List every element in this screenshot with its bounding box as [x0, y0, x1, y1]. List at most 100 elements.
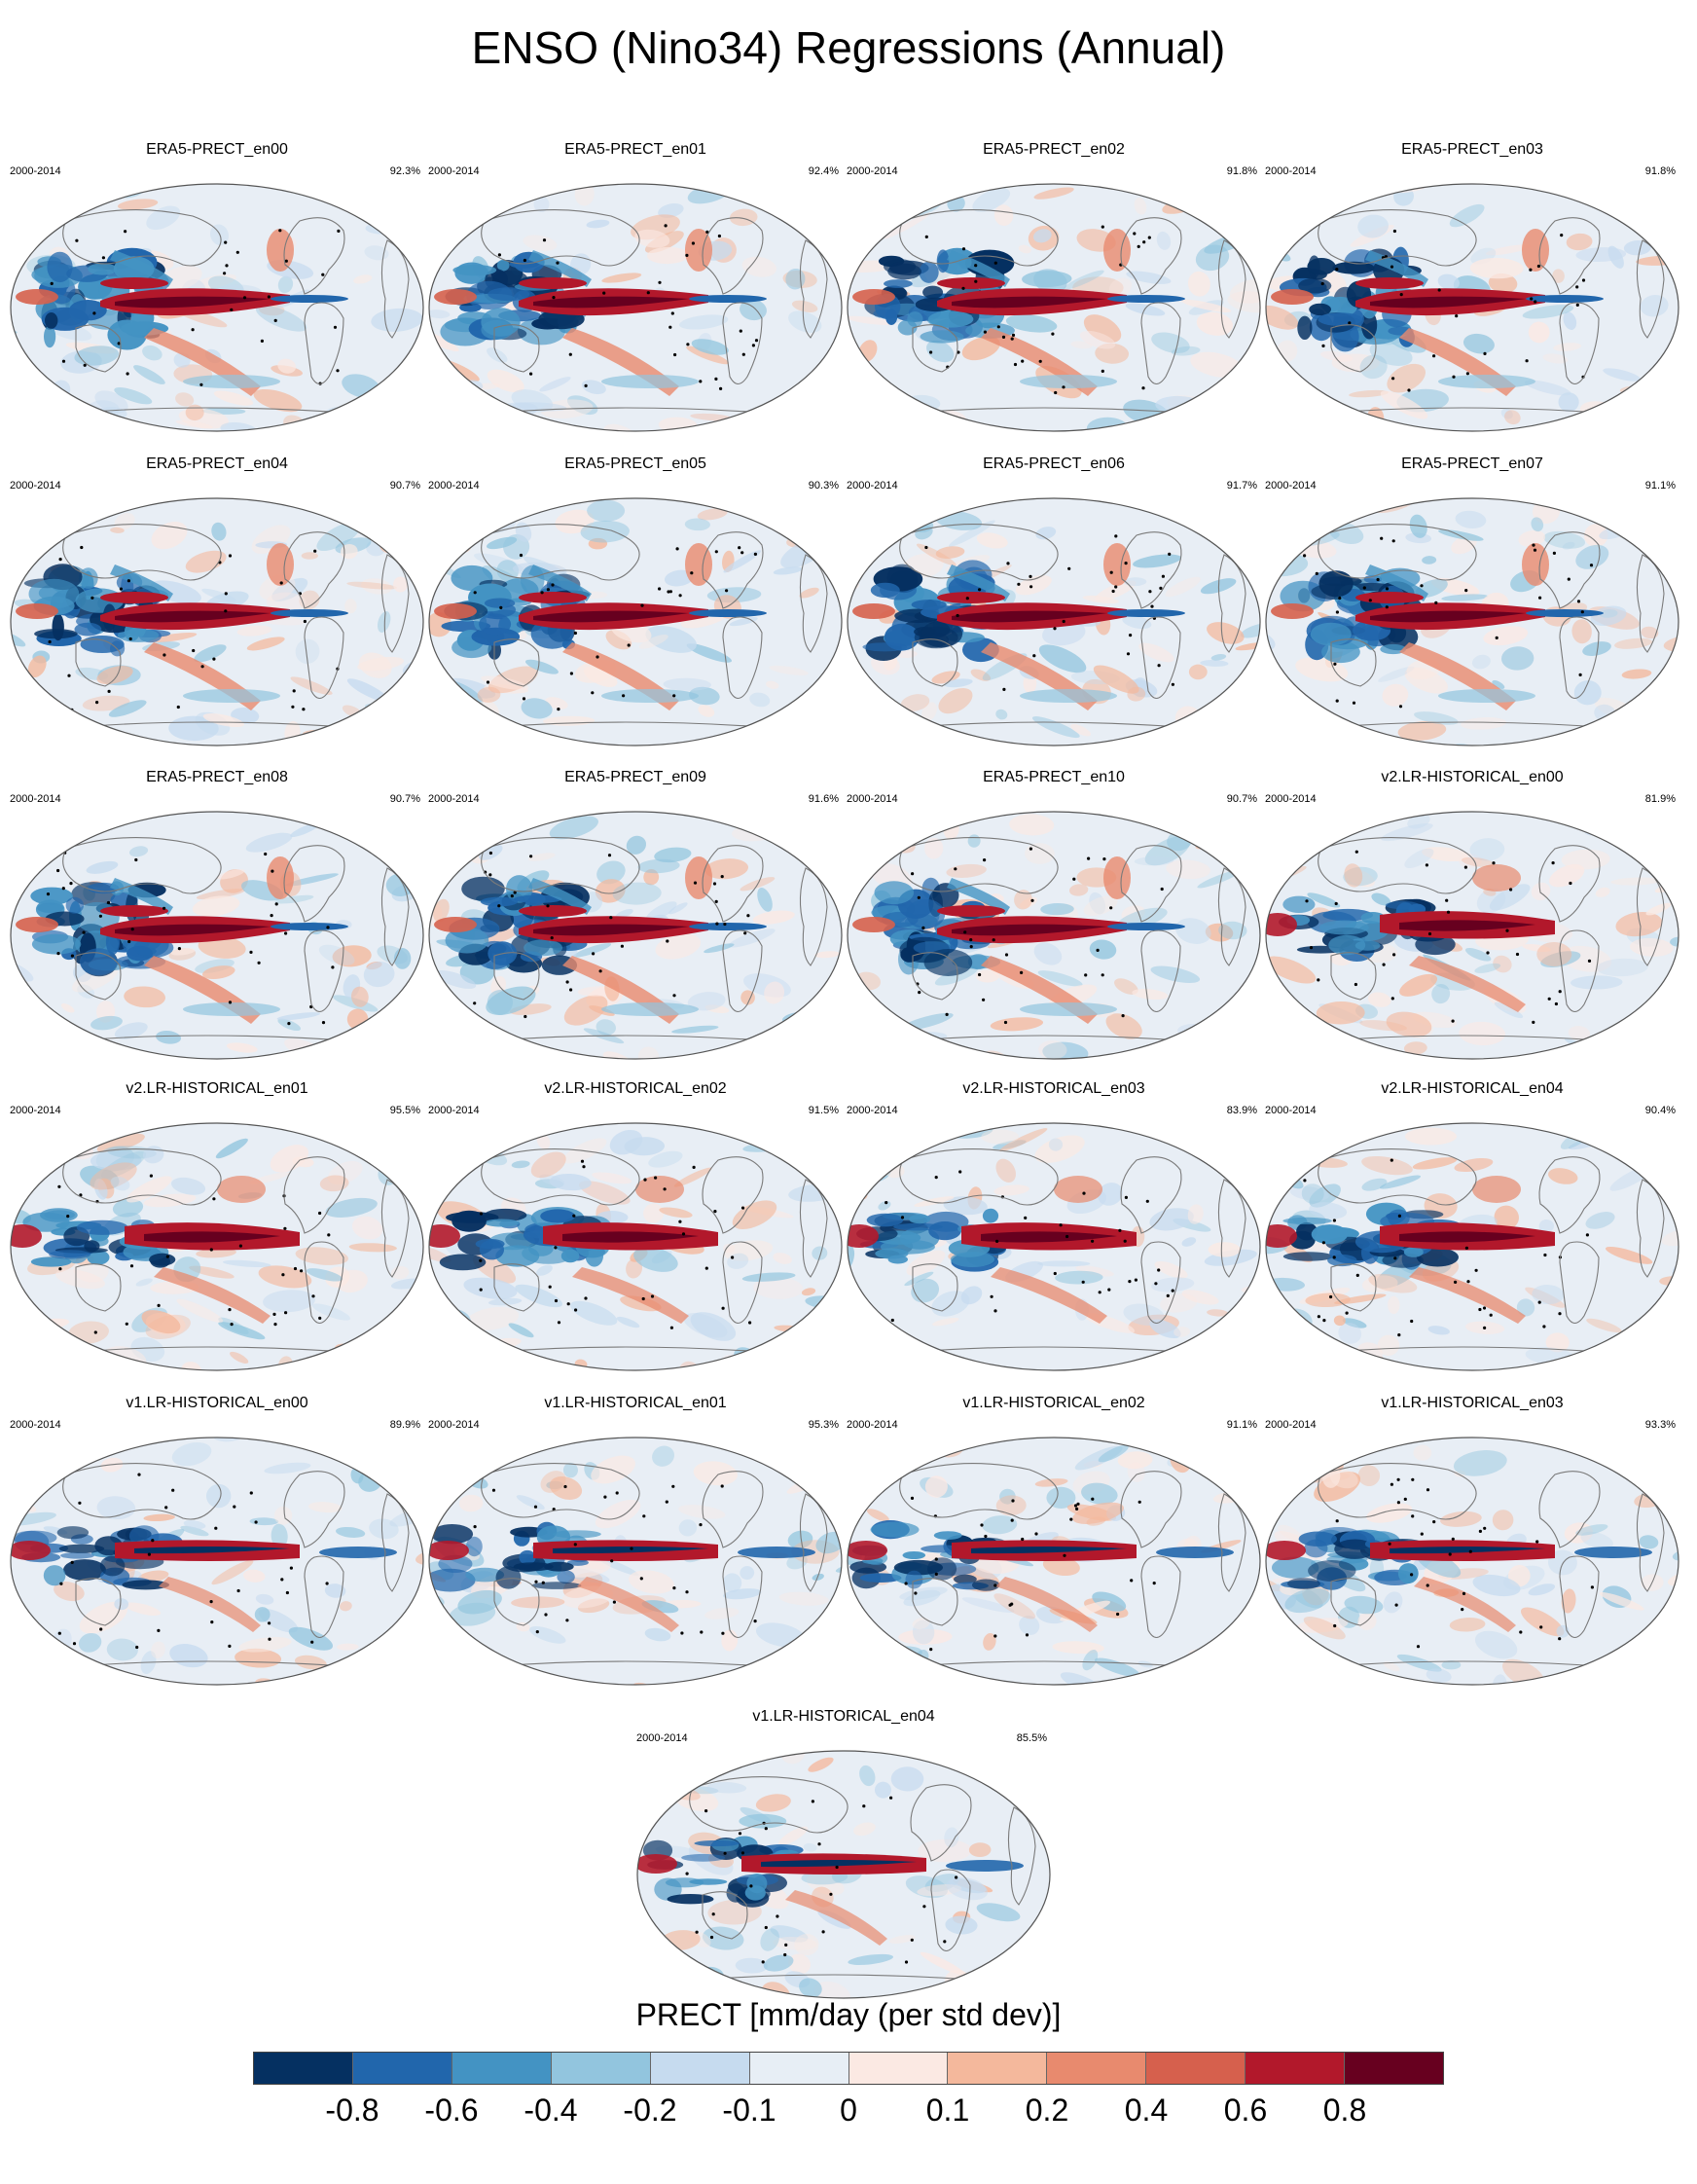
regression-map	[1265, 1122, 1679, 1371]
panel-title: v1.LR-HISTORICAL_en01	[544, 1395, 727, 1411]
regression-map	[1265, 497, 1679, 746]
regression-map	[10, 1122, 424, 1371]
panel-title: ERA5-PRECT_en05	[564, 455, 706, 472]
map-panel: ERA5-PRECT_en06 2000-2014 91.7%	[845, 455, 1263, 747]
panel-percentage: 90.7%	[389, 480, 420, 491]
colorbar-swatch	[352, 2053, 452, 2084]
panel-years: 2000-2014	[428, 793, 480, 805]
panel-percentage: 90.7%	[389, 793, 420, 805]
panel-percentage: 91.6%	[808, 793, 839, 805]
regression-map	[1265, 183, 1679, 432]
map-panel: v2.LR-HISTORICAL_en01 2000-2014 95.5%	[8, 1080, 426, 1372]
panel-percentage: 92.3%	[389, 165, 420, 177]
panel-percentage: 85.5%	[1016, 1732, 1047, 1744]
panel-years: 2000-2014	[428, 1105, 480, 1116]
regression-map	[847, 1122, 1261, 1371]
map-panel: v2.LR-HISTORICAL_en00 2000-2014 81.9%	[1263, 769, 1681, 1061]
panel-title: ERA5-PRECT_en10	[983, 769, 1125, 785]
colorbar-tick-label: -0.2	[623, 2093, 677, 2128]
colorbar-tick-label: -0.6	[424, 2093, 479, 2128]
panel-years: 2000-2014	[847, 793, 898, 805]
map-panel: ERA5-PRECT_en00 2000-2014 92.3%	[8, 141, 426, 433]
panel-percentage: 90.3%	[808, 480, 839, 491]
colorbar-swatch	[1246, 2053, 1346, 2084]
panel-years: 2000-2014	[1265, 793, 1317, 805]
map-panel: v1.LR-HISTORICAL_en02 2000-2014 91.1%	[845, 1395, 1263, 1687]
panel-percentage: 90.4%	[1644, 1105, 1676, 1116]
panel-title: v2.LR-HISTORICAL_en03	[962, 1080, 1145, 1097]
panel-years: 2000-2014	[428, 480, 480, 491]
map-panel: v1.LR-HISTORICAL_en01 2000-2014 95.3%	[426, 1395, 845, 1687]
panel-title: v1.LR-HISTORICAL_en03	[1381, 1395, 1564, 1411]
regression-map	[847, 1437, 1261, 1686]
map-panel: v1.LR-HISTORICAL_en00 2000-2014 89.9%	[8, 1395, 426, 1687]
panel-years: 2000-2014	[847, 1105, 898, 1116]
panel-years: 2000-2014	[428, 165, 480, 177]
panel-title: v1.LR-HISTORICAL_en04	[752, 1708, 935, 1725]
panel-years: 2000-2014	[1265, 480, 1317, 491]
colorbar-tick-label: 0.6	[1223, 2093, 1268, 2128]
panel-years: 2000-2014	[10, 480, 61, 491]
colorbar-tick-labels: -0.8 -0.6 -0.4 -0.2 -0.1 0 0.1 0.2 0.4 0.6 0.8	[0, 2093, 1697, 2141]
panel-title: ERA5-PRECT_en04	[146, 455, 288, 472]
map-panel: ERA5-PRECT_en09 2000-2014 91.6%	[426, 769, 845, 1061]
map-panel: v2.LR-HISTORICAL_en02 2000-2014 91.5%	[426, 1080, 845, 1372]
panel-years: 2000-2014	[847, 165, 898, 177]
colorbar-tick-label: 0.2	[1025, 2093, 1069, 2128]
panel-years: 2000-2014	[10, 1419, 61, 1431]
map-panel: ERA5-PRECT_en08 2000-2014 90.7%	[8, 769, 426, 1061]
panel-title: ERA5-PRECT_en00	[146, 141, 288, 158]
panel-years: 2000-2014	[10, 793, 61, 805]
panel-percentage: 91.8%	[1644, 165, 1676, 177]
regression-map	[428, 183, 843, 432]
panel-percentage: 92.4%	[808, 165, 839, 177]
panel-title: v1.LR-HISTORICAL_en02	[962, 1395, 1145, 1411]
regression-map	[847, 811, 1261, 1060]
panel-percentage: 91.7%	[1226, 480, 1257, 491]
colorbar-swatch	[254, 2053, 353, 2084]
panel-years: 2000-2014	[10, 165, 61, 177]
map-panel: ERA5-PRECT_en05 2000-2014 90.3%	[426, 455, 845, 747]
map-panel: ERA5-PRECT_en02 2000-2014 91.8%	[845, 141, 1263, 433]
colorbar-tick-label: -0.4	[524, 2093, 578, 2128]
regression-map	[10, 497, 424, 746]
panel-percentage: 91.1%	[1226, 1419, 1257, 1431]
panel-percentage: 81.9%	[1644, 793, 1676, 805]
panel-title: v2.LR-HISTORICAL_en00	[1381, 769, 1564, 785]
colorbar-swatch	[948, 2053, 1048, 2084]
colorbar	[253, 2052, 1444, 2085]
panel-years: 2000-2014	[428, 1419, 480, 1431]
panel-title: ERA5-PRECT_en03	[1401, 141, 1543, 158]
panel-title: v2.LR-HISTORICAL_en04	[1381, 1080, 1564, 1097]
regression-map	[847, 183, 1261, 432]
map-panel: ERA5-PRECT_en03 2000-2014 91.8%	[1263, 141, 1681, 433]
colorbar-tick-label: 0.8	[1322, 2093, 1367, 2128]
panel-percentage: 89.9%	[389, 1419, 420, 1431]
colorbar-tick-label: -0.1	[722, 2093, 776, 2128]
panel-percentage: 91.5%	[808, 1105, 839, 1116]
panel-years: 2000-2014	[10, 1105, 61, 1116]
main-title: ENSO (Nino34) Regressions (Annual)	[471, 22, 1226, 73]
panel-years: 2000-2014	[1265, 1105, 1317, 1116]
colorbar-swatch	[1345, 2053, 1444, 2084]
regression-map	[10, 183, 424, 432]
panel-percentage: 93.3%	[1644, 1419, 1676, 1431]
colorbar-tick-label: 0	[840, 2093, 857, 2128]
panel-title: v2.LR-HISTORICAL_en01	[126, 1080, 308, 1097]
map-panel: ERA5-PRECT_en04 2000-2014 90.7%	[8, 455, 426, 747]
map-panel: ERA5-PRECT_en01 2000-2014 92.4%	[426, 141, 845, 433]
panel-percentage: 91.8%	[1226, 165, 1257, 177]
colorbar-swatch	[1047, 2053, 1147, 2084]
map-panel: v1.LR-HISTORICAL_en04 2000-2014 85.5%	[634, 1708, 1053, 2000]
colorbar-swatch	[451, 2053, 552, 2084]
map-panel: ERA5-PRECT_en10 2000-2014 90.7%	[845, 769, 1263, 1061]
regression-map	[1265, 811, 1679, 1060]
panel-percentage: 90.7%	[1226, 793, 1257, 805]
panel-years: 2000-2014	[1265, 165, 1317, 177]
regression-map	[636, 1750, 1051, 1999]
map-panel: v2.LR-HISTORICAL_en04 2000-2014 90.4%	[1263, 1080, 1681, 1372]
panel-title: ERA5-PRECT_en01	[564, 141, 706, 158]
colorbar-swatch	[1146, 2053, 1246, 2084]
regression-map	[1265, 1437, 1679, 1686]
regression-map	[428, 1122, 843, 1371]
